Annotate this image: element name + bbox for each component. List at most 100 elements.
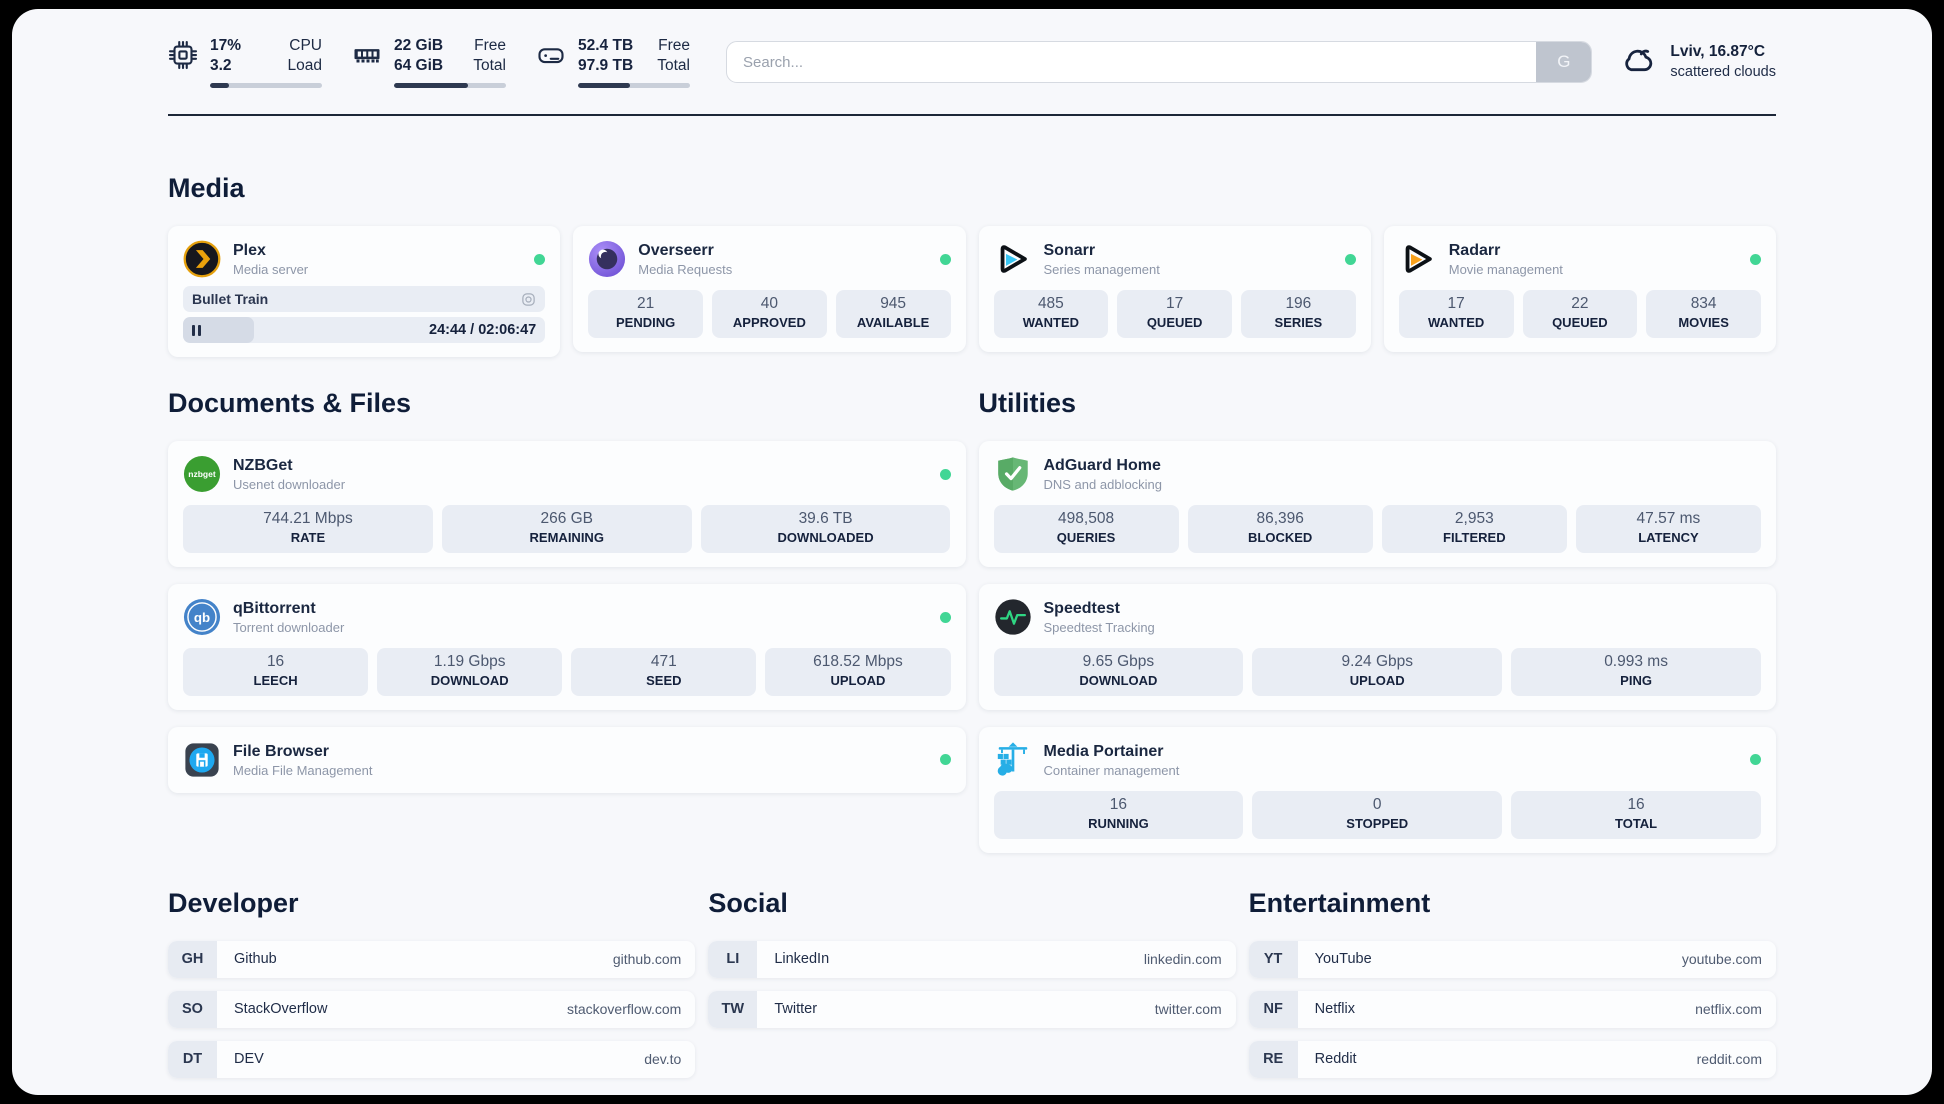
stat-value: 40 xyxy=(760,295,778,313)
link-row-stackoverflow[interactable]: SO StackOverflow stackoverflow.com xyxy=(168,990,696,1028)
link-url: reddit.com xyxy=(1696,1051,1762,1068)
card-overseerr[interactable]: Overseerr Media Requests 21 PENDING 40 APPROV… xyxy=(573,226,966,353)
documents-section-title: Documents & Files xyxy=(168,388,412,419)
qbittorrent-icon: qb xyxy=(183,598,221,636)
stat-download: 9.65 Gbps DOWNLOAD xyxy=(993,648,1244,696)
card-head-sonarr: Sonarr Series management xyxy=(994,240,1356,278)
stat-value: 744.21 Mbps xyxy=(263,510,353,528)
card-head-qbittorrent: qb qBittorrent Torrent downloader xyxy=(183,598,951,636)
stat-latency: 47.57 ms LATENCY xyxy=(1575,505,1761,554)
card-adguard[interactable]: AdGuard Home DNS and adblocking 498,508 QUE… xyxy=(978,441,1776,568)
radarr-icon xyxy=(1399,240,1437,278)
app-name: Speedtest xyxy=(1043,600,1120,618)
link-badge: SO xyxy=(168,990,217,1028)
link-row-twitter[interactable]: TW Twitter twitter.com xyxy=(708,990,1236,1028)
stat-value: 196 xyxy=(1285,295,1312,313)
ram-progress-bar xyxy=(394,83,506,89)
app-name: Sonarr xyxy=(1043,242,1096,260)
overseerr-icon xyxy=(588,240,626,278)
status-dot xyxy=(534,253,546,265)
plex-icon xyxy=(183,240,221,278)
link-url: twitter.com xyxy=(1154,1001,1222,1018)
card-nzbget[interactable]: nzbget NZBGet Usenet downloader 744.21 Mbps… xyxy=(168,441,966,568)
link-row-linkedin[interactable]: LI LinkedIn linkedin.com xyxy=(708,940,1236,978)
cast-icon[interactable] xyxy=(521,292,536,307)
app-desc: Usenet downloader xyxy=(233,477,346,493)
search-engine-button[interactable]: G xyxy=(1536,42,1592,83)
now-playing-title-bar: Bullet Train xyxy=(183,286,546,313)
weather-widget: Lviv, 16.87°C scattered clouds xyxy=(1620,41,1776,83)
stat-value: 0.993 ms xyxy=(1604,653,1668,671)
social-links: LI LinkedIn linkedin.com TW Twitter twitter.c… xyxy=(708,940,1236,1028)
now-playing-title: Bullet Train xyxy=(192,291,269,308)
playback-progress-bar[interactable]: 24:44 / 02:06:47 xyxy=(183,317,546,344)
app-name: AdGuard Home xyxy=(1043,457,1161,475)
entertainment-section-title: Entertainment xyxy=(1248,887,1431,918)
link-row-netflix[interactable]: NF Netflix netflix.com xyxy=(1248,990,1776,1028)
cpu-progress-fill xyxy=(210,83,230,89)
stat-value: 21 xyxy=(637,295,655,313)
card-speedtest[interactable]: Speedtest Speedtest Tracking 9.65 Gbps DOWN… xyxy=(978,584,1776,710)
developer-section-title: Developer xyxy=(168,887,299,918)
stat-label: QUERIES xyxy=(1056,530,1116,546)
link-name: Github xyxy=(234,951,277,968)
stat-value: 22 xyxy=(1571,295,1589,313)
svg-text:nzbget: nzbget xyxy=(188,470,216,480)
stat-label: MOVIES xyxy=(1678,315,1729,331)
app-desc: Series management xyxy=(1043,262,1160,278)
card-qbittorrent[interactable]: qb qBittorrent Torrent downloader 16 LEECH 1.… xyxy=(168,584,966,710)
stat-ping: 0.993 ms PING xyxy=(1511,648,1761,696)
link-url: github.com xyxy=(612,951,682,968)
link-name: Twitter xyxy=(774,1001,818,1018)
stat-approved: 40 APPROVED xyxy=(712,290,827,339)
section-media: Media Plex Media server Bullet Train 24:44 … xyxy=(168,172,1776,358)
stat-value: 1.19 Gbps xyxy=(433,653,506,671)
card-radarr[interactable]: Radarr Movie management 17 WANTED 22 QUEUED 83… xyxy=(1383,226,1776,353)
link-row-github[interactable]: GH Github github.com xyxy=(168,940,696,978)
stat-label: QUEUED xyxy=(1552,315,1608,331)
card-filebrowser[interactable]: File Browser Media File Management xyxy=(168,726,966,793)
app-desc: Torrent downloader xyxy=(233,620,345,636)
card-head-portainer: Media Portainer Container management xyxy=(994,741,1761,779)
link-row-youtube[interactable]: YT YouTube youtube.com xyxy=(1248,940,1776,978)
stat-remaining: 266 GB REMAINING xyxy=(441,505,692,554)
stat-label: AVAILABLE xyxy=(856,315,930,331)
links-area: Developer GH Github github.com SO StackOverf… xyxy=(168,887,1776,1078)
adguard-icon xyxy=(994,455,1032,493)
media-section-title: Media xyxy=(168,173,245,204)
svg-text:qb: qb xyxy=(194,610,210,625)
ram-free-value: 22 GiB xyxy=(394,37,444,54)
portainer-icon xyxy=(994,741,1032,779)
app-desc: DNS and adblocking xyxy=(1043,477,1163,493)
stat-value: 16 xyxy=(266,653,285,671)
cloud-icon xyxy=(1620,41,1657,83)
link-row-reddit[interactable]: RE Reddit reddit.com xyxy=(1248,1040,1776,1078)
app-text: Radarr Movie management xyxy=(1449,241,1563,277)
stat-label: SEED xyxy=(646,673,682,689)
link-name: DEV xyxy=(234,1051,264,1068)
disk-free-value: 52.4 TB xyxy=(578,37,634,54)
app-name: qBittorrent xyxy=(233,600,316,618)
link-row-dev[interactable]: DT DEV dev.to xyxy=(168,1040,696,1078)
link-badge: DT xyxy=(168,1040,217,1078)
speedtest-icon xyxy=(994,598,1032,636)
pause-icon[interactable] xyxy=(192,324,201,336)
topbar: 17% 3.2 CPU Load 22 GiB 64 GiB xyxy=(168,36,1776,89)
stat-tiles: 744.21 Mbps RATE 266 GB REMAINING 39.6 TB DOW… xyxy=(183,505,951,554)
card-sonarr[interactable]: Sonarr Series management 485 WANTED 17 QUEUED… xyxy=(978,226,1371,353)
card-portainer[interactable]: Media Portainer Container management 16 RUN… xyxy=(978,726,1776,853)
media-cards-grid: Plex Media server Bullet Train 24:44 / 02:0… xyxy=(168,226,1776,358)
link-badge: GH xyxy=(168,940,217,978)
stat-label: QUEUED xyxy=(1146,315,1203,331)
status-dot xyxy=(1344,253,1356,265)
card-plex[interactable]: Plex Media server Bullet Train 24:44 / 02:0… xyxy=(168,226,561,358)
filebrowser-icon xyxy=(183,741,221,779)
stat-total: 16 TOTAL xyxy=(1511,790,1761,839)
link-name: StackOverflow xyxy=(234,1001,328,1018)
search-input[interactable] xyxy=(726,41,1593,84)
app-text: File Browser Media File Management xyxy=(233,742,372,778)
app-text: qBittorrent Torrent downloader xyxy=(233,599,344,635)
link-name: Reddit xyxy=(1314,1051,1357,1068)
stat-label: LATENCY xyxy=(1638,530,1699,546)
section-developer: Developer GH Github github.com SO StackOverf… xyxy=(168,887,696,1078)
